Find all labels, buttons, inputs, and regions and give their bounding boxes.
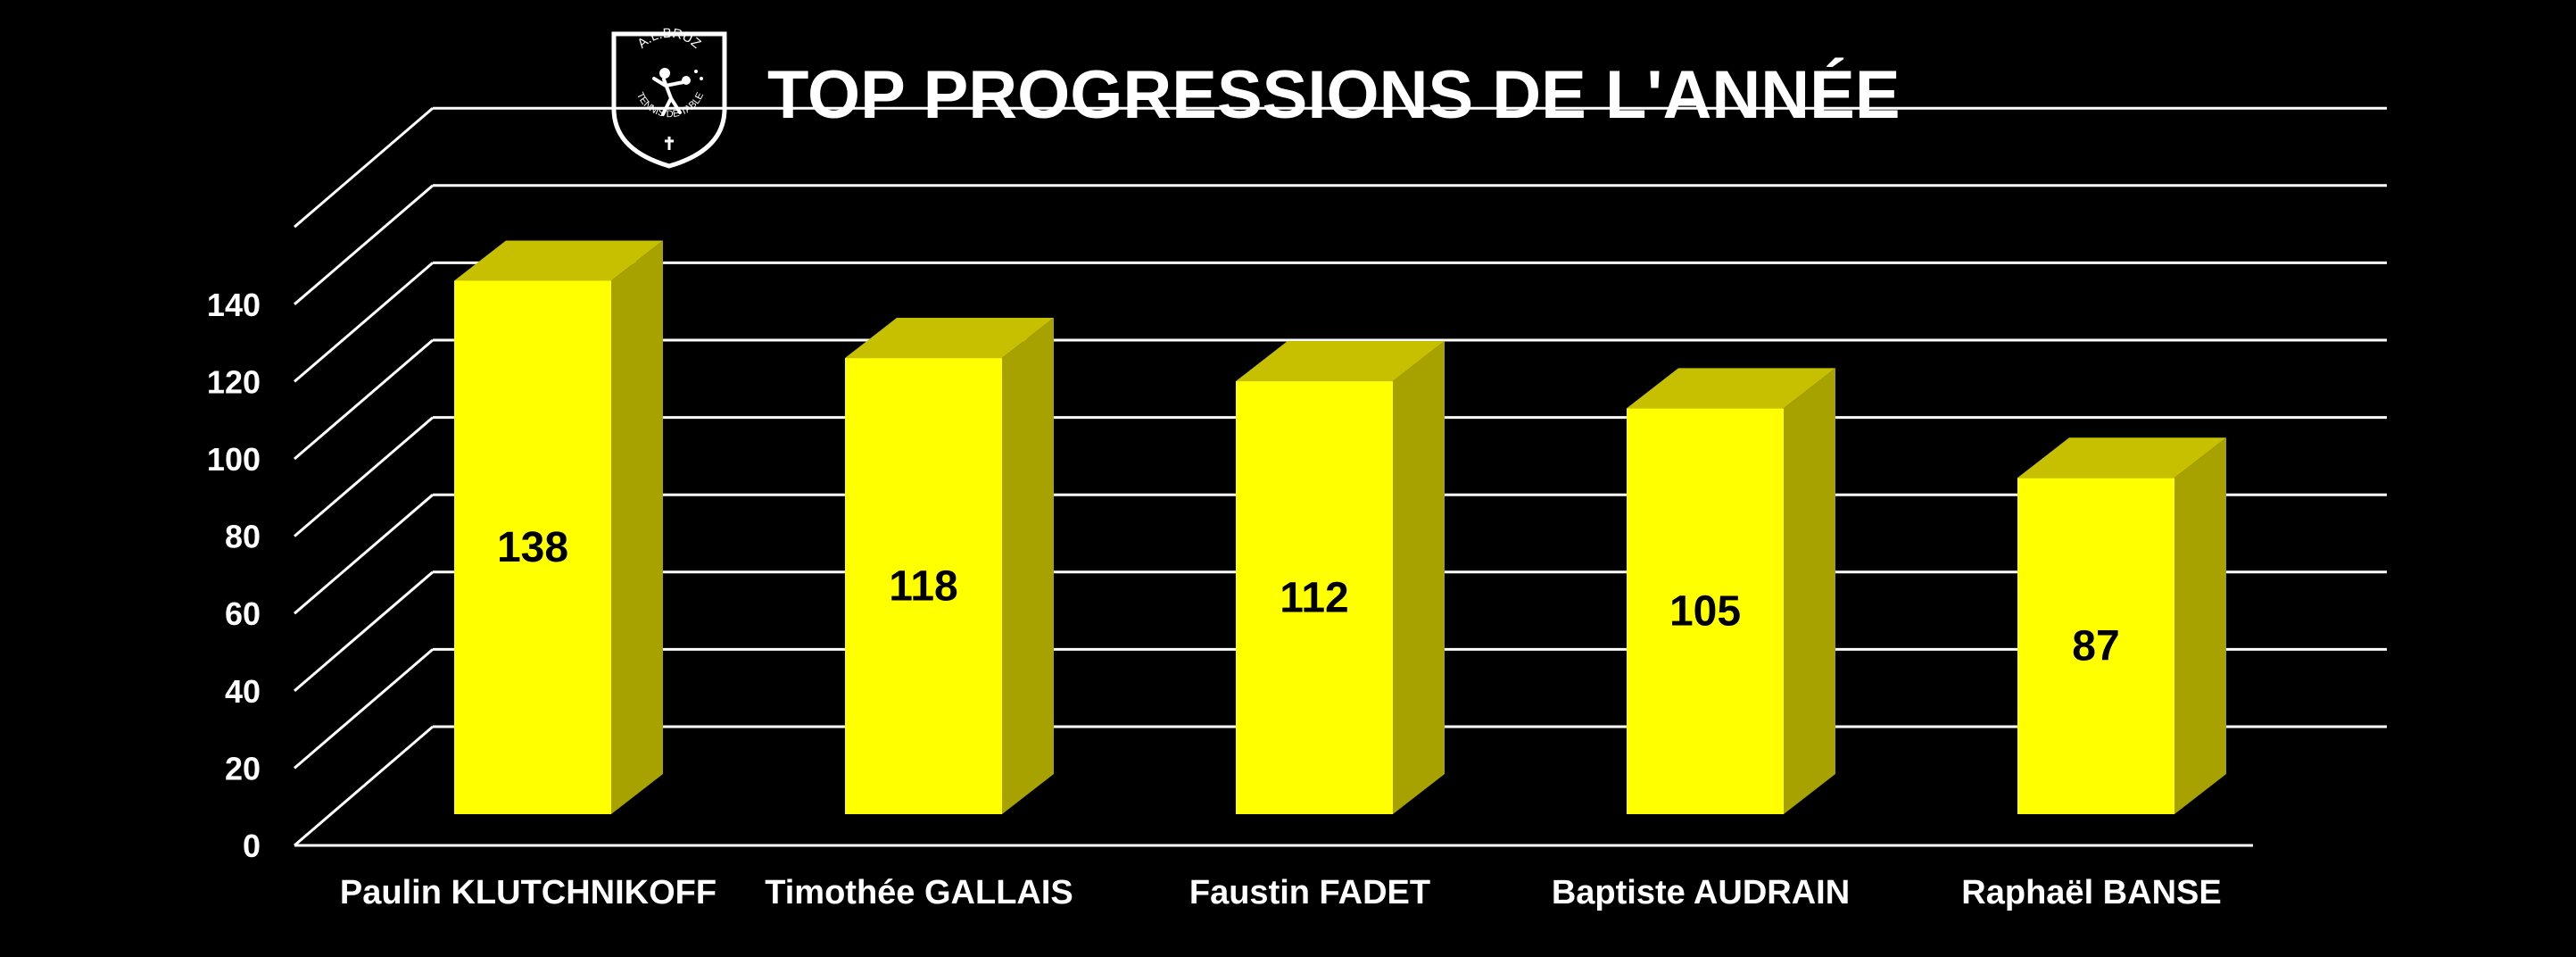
y-tick-label: 140 xyxy=(207,287,261,323)
y-tick-label: 40 xyxy=(225,673,261,710)
gridline-side xyxy=(294,570,434,692)
bar xyxy=(1627,408,1784,814)
gridline-side xyxy=(294,648,434,770)
gridline-side xyxy=(294,262,434,383)
data-label: 118 xyxy=(889,563,957,611)
data-label: 87 xyxy=(2072,623,2119,670)
bar-top xyxy=(454,240,663,281)
bar xyxy=(2017,478,2174,814)
bar-top xyxy=(845,318,1054,359)
data-label: 138 xyxy=(497,524,568,571)
gridline-side xyxy=(294,107,434,229)
y-tick-label: 120 xyxy=(207,363,261,400)
gridline-side xyxy=(294,725,434,847)
y-tick-label: 60 xyxy=(225,595,261,632)
bar-top xyxy=(1627,368,1835,409)
bar-side xyxy=(2174,437,2226,814)
x-category-label: Paulin KLUTCHNIKOFF xyxy=(340,874,716,911)
x-category-label: Baptiste AUDRAIN xyxy=(1552,874,1850,911)
chart-title: TOP PROGRESSIONS DE L'ANNÉE xyxy=(767,57,1901,133)
x-category-label: Timothée GALLAIS xyxy=(765,874,1073,911)
bar-side xyxy=(1784,368,1835,814)
y-tick-label: 0 xyxy=(243,828,261,864)
x-category-label: Faustin FADET xyxy=(1189,874,1430,911)
bar-side xyxy=(1002,318,1054,814)
gridline-side xyxy=(294,494,434,615)
bars: 138 118 112 105 87 xyxy=(454,240,2226,815)
bar-side xyxy=(611,240,663,815)
y-axis-ticks: 0 20 40 60 80 100 120 140 xyxy=(207,287,261,864)
gridline-side xyxy=(294,338,434,461)
gridline-side xyxy=(294,184,434,305)
y-tick-label: 80 xyxy=(225,519,261,555)
gridline-side xyxy=(294,416,434,537)
bar xyxy=(454,280,611,815)
data-label: 105 xyxy=(1669,588,1741,636)
logo-cross-icon xyxy=(665,137,674,150)
x-axis-categories: Paulin KLUTCHNIKOFF Timothée GALLAIS Faust… xyxy=(340,874,2222,911)
bar-top xyxy=(2017,437,2226,478)
bar-side xyxy=(1393,341,1445,814)
bar-top xyxy=(1236,341,1445,382)
data-label: 112 xyxy=(1280,575,1348,622)
y-tick-label: 20 xyxy=(225,750,261,786)
table-tennis-player-icon xyxy=(652,68,703,116)
y-tick-label: 100 xyxy=(207,441,261,478)
logo-shield xyxy=(611,31,727,169)
bar xyxy=(1236,381,1393,814)
bar xyxy=(845,358,1002,814)
x-category-label: Raphaël BANSE xyxy=(1961,874,2221,911)
